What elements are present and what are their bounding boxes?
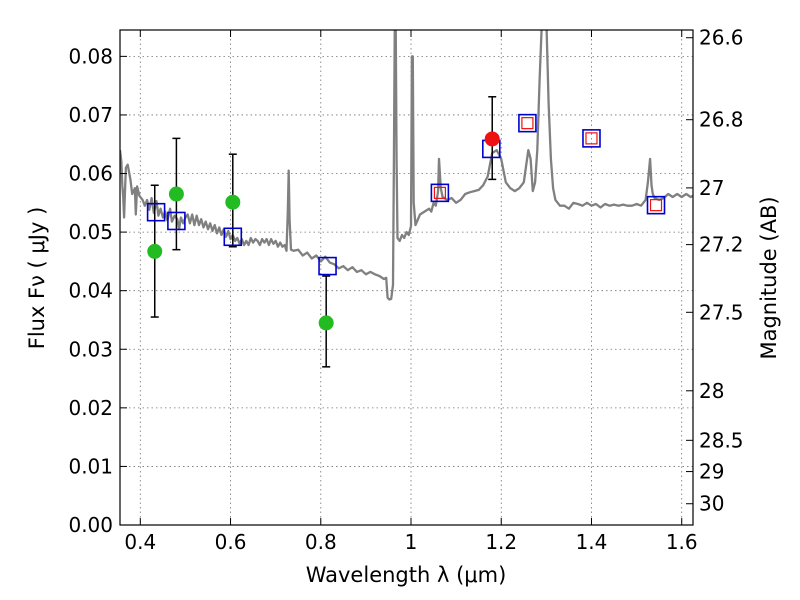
y-tick-label: 0.08 (68, 44, 113, 68)
x-tick-label: 0.4 (124, 530, 156, 554)
magnitude-tick-label: 28.5 (699, 428, 744, 452)
model-photometry-box-nodata (646, 195, 666, 215)
magnitude-tick-label: 27.2 (699, 233, 744, 257)
y-tick-label: 0.07 (68, 103, 113, 127)
observed-flux-point (484, 131, 500, 147)
model-spectrum-line (120, 30, 693, 301)
y-tick-label: 0.00 (68, 513, 113, 537)
y-tick-label: 0.06 (68, 162, 113, 186)
magnitude-tick-label: 28 (699, 379, 724, 403)
magnitude-tick-label: 26.6 (699, 26, 744, 50)
magnitude-tick-label: 30 (699, 492, 724, 516)
model-photometry-box-nodata (518, 113, 537, 133)
plot-frame (119, 29, 694, 526)
axis-ticks: 0.4 0.6 0.8 1 1.2 1.4 1.6 0.00 0.01 0.02 0.03 0.04 0… (68, 26, 743, 554)
model-spectrum-layer (120, 30, 693, 301)
magnitude-tick-label: 27 (699, 176, 724, 200)
model-photometry-box (318, 256, 337, 276)
observed-flux-point (225, 194, 241, 210)
model-photometry-box (146, 202, 166, 222)
model-photometry-box (167, 211, 186, 231)
model-photometry-box-nodata (582, 129, 601, 148)
magnitude-tick-label: 26.8 (699, 108, 744, 132)
x-tick-label: 1.6 (666, 530, 698, 554)
magnitude-tick-label: 29 (699, 460, 724, 484)
observed-flux-point (147, 243, 163, 259)
y-axis-title: Flux Fν ( μJy ) (25, 207, 49, 350)
magnitude-tick-label: 27.5 (699, 300, 744, 324)
x-tick-label: 0.8 (305, 530, 337, 554)
observed-flux-point (318, 315, 334, 331)
x-tick-label: 1.4 (576, 530, 608, 554)
marker-layer (146, 113, 666, 331)
x-axis-title: Wavelength λ (μm) (306, 563, 507, 587)
y-tick-label: 0.05 (68, 220, 113, 244)
model-photometry-box (223, 227, 243, 247)
x-tick-label: 1.2 (485, 530, 517, 554)
model-photometry-box-nodata (430, 183, 450, 203)
x-tick-label: 1 (405, 530, 418, 554)
grid (120, 30, 693, 525)
y-tick-label: 0.02 (68, 396, 113, 420)
x-tick-label: 0.6 (215, 530, 247, 554)
y-tick-label: 0.04 (68, 279, 113, 303)
y-tick-label: 0.03 (68, 337, 113, 361)
y-tick-label: 0.01 (68, 454, 113, 478)
right-axis-title: Magnitude (AB) (757, 196, 781, 359)
observed-flux-point (168, 186, 184, 202)
